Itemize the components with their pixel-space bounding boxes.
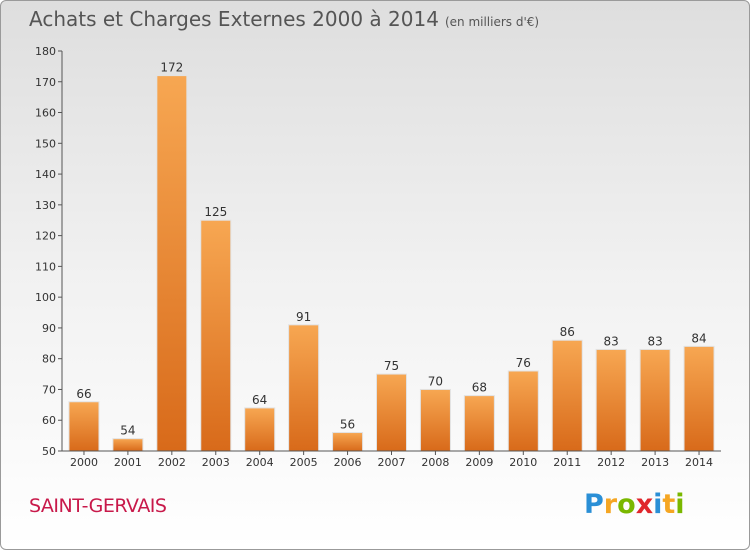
bar-value-label: 56 xyxy=(340,418,355,432)
logo-letter: i xyxy=(653,489,663,520)
bar-value-label: 83 xyxy=(647,334,662,348)
bar-value-label: 66 xyxy=(76,387,91,401)
y-tick-label: 110 xyxy=(35,260,56,273)
y-tick-label: 180 xyxy=(35,45,56,58)
x-tick-label: 2006 xyxy=(334,456,362,469)
title-text: Achats et Charges Externes 2000 à 2014 xyxy=(29,7,439,31)
x-tick-label: 2013 xyxy=(641,456,669,469)
x-tick-label: 2011 xyxy=(553,456,581,469)
x-tick-label: 2009 xyxy=(465,456,493,469)
y-tick-label: 90 xyxy=(42,322,56,335)
bar-value-label: 172 xyxy=(160,61,183,75)
y-tick-label: 60 xyxy=(42,414,56,427)
logo-letter: P xyxy=(584,489,604,520)
bar xyxy=(463,395,495,452)
bar-value-label: 54 xyxy=(120,424,135,438)
x-tick-label: 2012 xyxy=(597,456,625,469)
bar xyxy=(551,339,583,452)
bar-value-label: 84 xyxy=(691,331,706,345)
bar xyxy=(419,388,451,452)
bar-value-label: 125 xyxy=(204,205,227,219)
bar xyxy=(332,432,364,452)
y-tick-label: 140 xyxy=(35,168,56,181)
bar xyxy=(244,407,276,452)
logo-letter: r xyxy=(603,489,618,520)
y-tick-label: 70 xyxy=(42,383,56,396)
y-tick-label: 130 xyxy=(35,199,56,212)
logo-letter: t xyxy=(662,489,676,520)
y-tick-label: 50 xyxy=(42,445,56,458)
x-tick-label: 2005 xyxy=(290,456,318,469)
y-tick-label: 80 xyxy=(42,353,56,366)
axes-group: 50 60 70 80 90 100 110 120 130 140 150 160 170 180 200… xyxy=(35,45,721,469)
y-tick-label: 170 xyxy=(35,76,56,89)
bar xyxy=(288,324,320,452)
proxiti-logo: Proxiti xyxy=(584,489,685,520)
x-tick-label: 2003 xyxy=(202,456,230,469)
bar xyxy=(595,348,627,452)
bar-value-label: 75 xyxy=(384,359,399,373)
x-tick-label: 2007 xyxy=(378,456,406,469)
x-tick-label: 2010 xyxy=(509,456,537,469)
bar-value-label: 86 xyxy=(560,325,575,339)
bar xyxy=(156,75,188,452)
y-tick-label: 100 xyxy=(35,291,56,304)
bar-value-label: 76 xyxy=(516,356,531,370)
y-tick-label: 120 xyxy=(35,230,56,243)
x-tick-label: 2001 xyxy=(114,456,142,469)
bar xyxy=(639,348,671,452)
logo-letter: o xyxy=(617,489,636,520)
logo-letter: i xyxy=(675,489,685,520)
bars-group: 66 54 172 125 64 91 56 75 70 68 76 86 83 83 84 xyxy=(68,61,715,452)
logo-letter: x xyxy=(635,489,654,520)
bar-value-label: 68 xyxy=(472,381,487,395)
commune-name: SAINT-GERVAIS xyxy=(29,495,167,517)
bar xyxy=(507,370,539,452)
y-tick-label: 150 xyxy=(35,137,56,150)
x-tick-label: 2008 xyxy=(421,456,449,469)
bar xyxy=(112,438,144,452)
unit-text: (en milliers d'€) xyxy=(444,15,540,29)
bar-value-label: 64 xyxy=(252,393,267,407)
x-tick-label: 2004 xyxy=(246,456,274,469)
bar-value-label: 83 xyxy=(604,334,619,348)
bar xyxy=(200,219,232,452)
chart-title: Achats et Charges Externes 2000 à 2014 (e… xyxy=(29,7,539,31)
bar xyxy=(376,373,407,452)
x-tick-label: 2002 xyxy=(158,456,186,469)
y-tick-label: 160 xyxy=(35,107,56,120)
bar-value-label: 91 xyxy=(296,310,311,324)
bar xyxy=(683,345,715,452)
bar xyxy=(68,401,100,452)
x-tick-label: 2014 xyxy=(685,456,713,469)
bar-value-label: 70 xyxy=(428,374,443,388)
x-tick-label: 2000 xyxy=(70,456,98,469)
